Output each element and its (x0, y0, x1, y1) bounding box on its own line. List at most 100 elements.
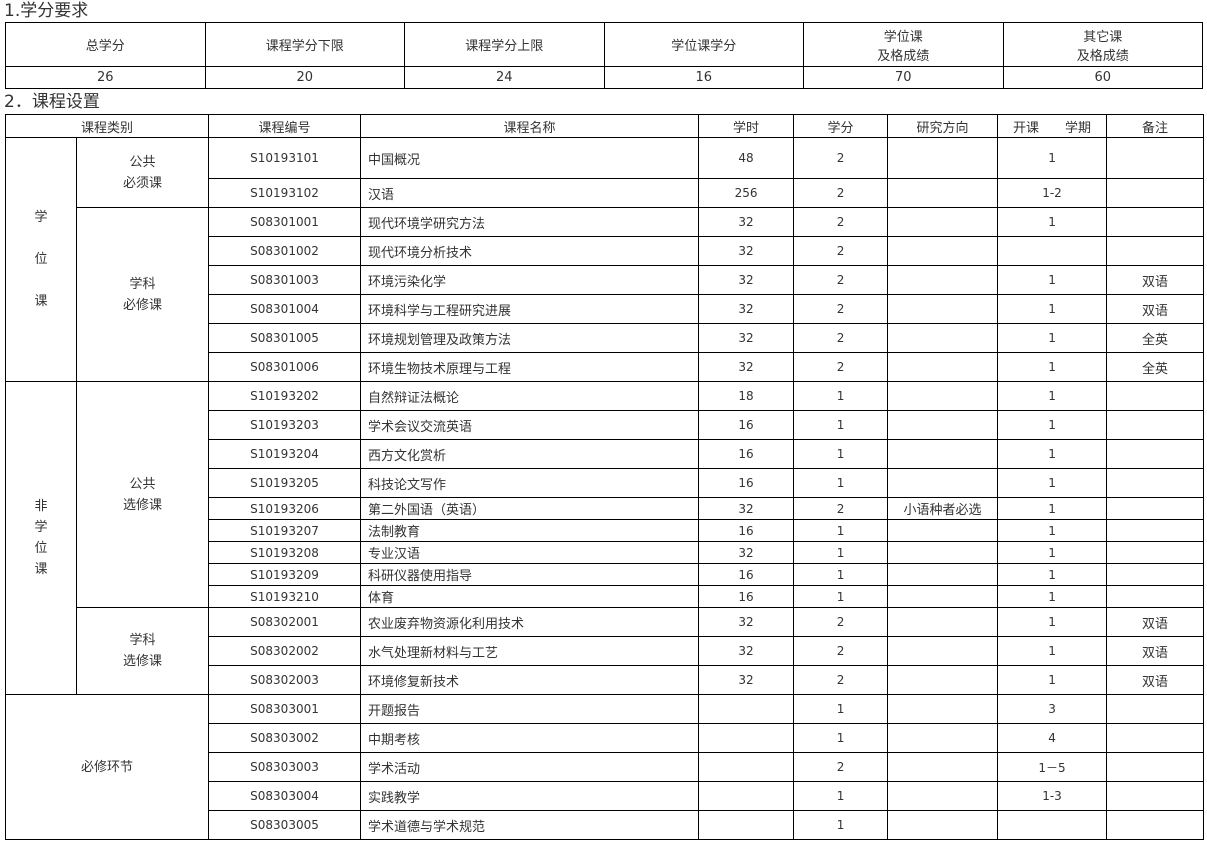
table-row: S08301006 环境生物技术原理与工程 32 2 1 全英 (6, 352, 1205, 382)
research-direction (887, 541, 999, 564)
course-credits: 2 (793, 636, 889, 666)
course-semester: 1 (997, 541, 1108, 564)
research-direction (887, 439, 999, 469)
table-row: S10193206 第二外国语（英语） 32 2 小语种者必选 1 (6, 497, 1205, 520)
course-name: 自然辩证法概论 (360, 381, 700, 411)
credit-header: 其它课 及格成绩 (1002, 22, 1203, 67)
course-note (1106, 781, 1205, 811)
course-code: S08302001 (208, 607, 362, 637)
course-semester: 1 (997, 410, 1108, 440)
table-row: S10193205 科技论文写作 16 1 1 (6, 468, 1205, 498)
credit-requirements-table: 总学分 课程学分下限 课程学分上限 学位课学分 学位课 及格成绩 其它课 及格成绩 26 2… (5, 22, 1203, 89)
course-name: 汉语 (360, 178, 700, 208)
course-hours (698, 781, 795, 811)
course-code: S08303005 (208, 810, 362, 840)
course-semester: 1 (997, 381, 1108, 411)
table-row: S08301003 环境污染化学 32 2 1 双语 (6, 265, 1205, 295)
course-code: S08301006 (208, 352, 362, 382)
column-header: 研究方向 (887, 114, 999, 138)
course-semester: 1 (997, 294, 1108, 324)
course-semester (997, 810, 1108, 840)
course-name: 学术活动 (360, 752, 700, 782)
section-title-credit-requirements: 1.学分要求 (4, 1, 89, 21)
course-credits: 1 (793, 439, 889, 469)
course-hours: 32 (698, 294, 795, 324)
credit-value: 16 (603, 66, 804, 89)
course-semester: 1 (997, 636, 1108, 666)
course-note (1106, 541, 1205, 564)
course-semester: 1 (997, 207, 1108, 237)
course-note (1106, 519, 1205, 542)
credit-header: 课程学分下限 (204, 22, 405, 67)
course-credits: 2 (793, 207, 889, 237)
research-direction (887, 381, 999, 411)
course-hours (698, 810, 795, 840)
course-hours: 32 (698, 665, 795, 695)
course-semester: 3 (997, 694, 1108, 724)
course-note (1106, 563, 1205, 586)
table-row: 学科 必修课 S08301001 现代环境学研究方法 32 2 1 (6, 207, 1205, 382)
course-note: 双语 (1106, 636, 1205, 666)
course-note (1106, 410, 1205, 440)
course-credits: 2 (793, 265, 889, 295)
course-name: 中国概况 (360, 137, 700, 179)
course-hours: 32 (698, 497, 795, 520)
course-code: S08303004 (208, 781, 362, 811)
column-header: 学时 (698, 114, 795, 138)
table-row: S08303002 中期考核 1 4 (6, 723, 1205, 753)
research-direction (887, 236, 999, 266)
course-credits: 1 (793, 781, 889, 811)
course-note (1106, 207, 1205, 237)
course-credits: 1 (793, 585, 889, 608)
course-name: 专业汉语 (360, 541, 700, 564)
course-note (1106, 468, 1205, 498)
course-note (1106, 439, 1205, 469)
course-name: 第二外国语（英语） (360, 497, 700, 520)
research-direction (887, 781, 999, 811)
research-direction (887, 752, 999, 782)
course-name: 环境生物技术原理与工程 (360, 352, 700, 382)
course-code: S08303002 (208, 723, 362, 753)
credit-value: 24 (404, 66, 605, 89)
course-note: 双语 (1106, 665, 1205, 695)
research-direction (887, 323, 999, 353)
course-code: S10193208 (208, 541, 362, 564)
course-credits: 1 (793, 519, 889, 542)
course-semester: 1 (997, 439, 1108, 469)
course-semester: 1-3 (997, 781, 1108, 811)
research-direction (887, 519, 999, 542)
credit-header: 学位课学分 (603, 22, 804, 67)
research-direction (887, 207, 999, 237)
course-hours (698, 723, 795, 753)
course-note (1106, 178, 1205, 208)
course-credits: 2 (793, 497, 889, 520)
course-semester: 1 (997, 497, 1108, 520)
course-hours: 256 (698, 178, 795, 208)
course-code: S08302002 (208, 636, 362, 666)
column-header: 课程编号 (208, 114, 362, 138)
course-name: 现代环境分析技术 (360, 236, 700, 266)
course-hours: 16 (698, 439, 795, 469)
credit-header: 学位课 及格成绩 (803, 22, 1004, 67)
course-name: 学术会议交流英语 (360, 410, 700, 440)
course-subcategory: 学科 选修课 (75, 607, 210, 695)
course-code: S08301003 (208, 265, 362, 295)
course-name: 体育 (360, 585, 700, 608)
course-name: 科研仪器使用指导 (360, 563, 700, 586)
course-code: S10193207 (208, 519, 362, 542)
course-semester: 1 (997, 265, 1108, 295)
course-hours: 16 (698, 585, 795, 608)
course-note: 全英 (1106, 352, 1205, 382)
course-note (1106, 497, 1205, 520)
course-credits: 2 (793, 752, 889, 782)
course-code: S10193206 (208, 497, 362, 520)
course-note: 双语 (1106, 607, 1205, 637)
course-semester: 1 (997, 519, 1108, 542)
course-hours: 32 (698, 636, 795, 666)
course-subcategory: 学科 必修课 (75, 207, 210, 382)
course-name: 现代环境学研究方法 (360, 207, 700, 237)
course-credits: 2 (793, 236, 889, 266)
course-name: 环境科学与工程研究进展 (360, 294, 700, 324)
course-name: 环境规划管理及政策方法 (360, 323, 700, 353)
course-semester: 1 (997, 585, 1108, 608)
